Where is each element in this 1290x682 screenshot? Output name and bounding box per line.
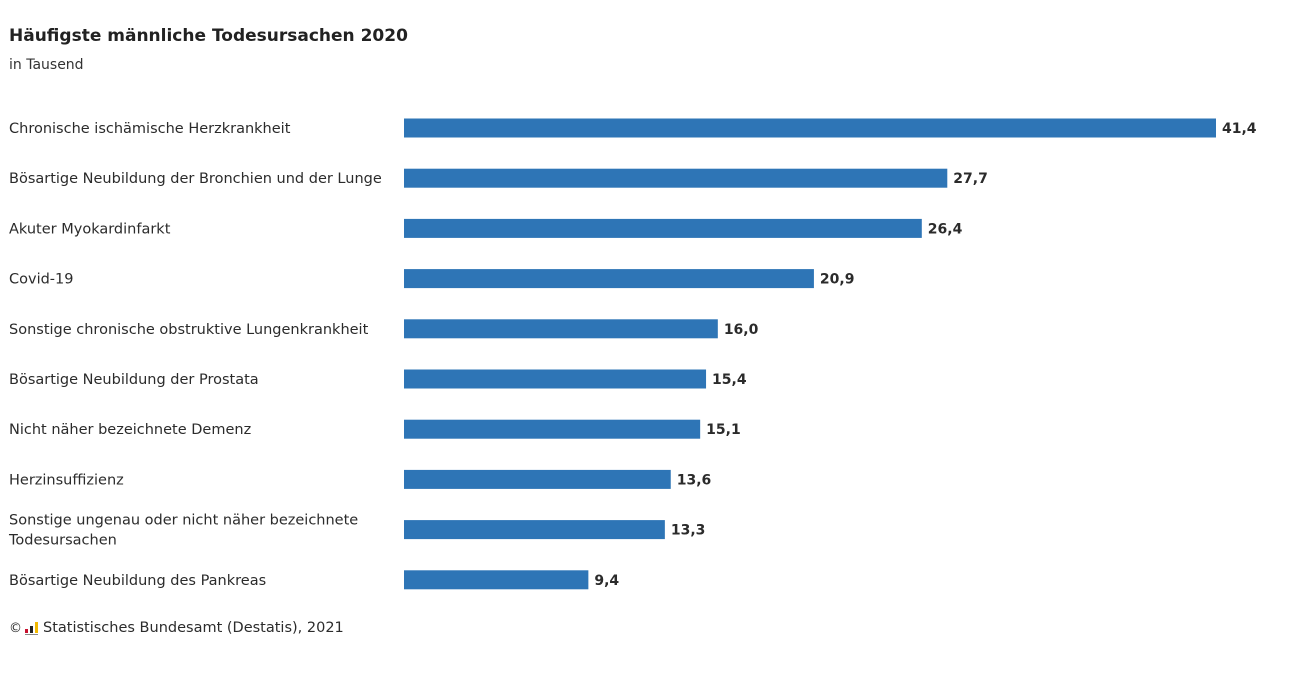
copyright-symbol: © — [9, 620, 22, 636]
value-label: 26,4 — [928, 221, 963, 237]
category-label: Akuter Myokardinfarkt — [9, 221, 171, 237]
destatis-logo-icon — [25, 621, 39, 635]
source-text: Statistisches Bundesamt (Destatis), 2021 — [43, 620, 344, 636]
bar — [404, 469, 671, 489]
value-label: 27,7 — [953, 171, 988, 187]
bar — [404, 218, 922, 238]
category-label: Herzinsuffizienz — [9, 472, 124, 488]
value-label: 13,6 — [677, 472, 712, 488]
category-label: Nicht näher bezeichnete Demenz — [9, 422, 251, 438]
bar — [404, 520, 665, 540]
bar — [404, 168, 948, 188]
category-label: Sonstige chronische obstruktive Lungenkr… — [9, 322, 369, 338]
chart-title: Häufigste männliche Todesursachen 2020 — [9, 26, 408, 46]
value-label: 16,0 — [724, 322, 759, 338]
value-label: 13,3 — [671, 523, 706, 539]
bar — [404, 570, 589, 590]
value-label: 15,4 — [712, 372, 747, 388]
value-label: 15,1 — [706, 422, 741, 438]
chart-subtitle: in Tausend — [9, 57, 84, 73]
category-label: Bösartige Neubildung der Prostata — [9, 372, 259, 388]
category-label: Chronische ischämische Herzkrankheit — [9, 121, 291, 137]
category-label: Bösartige Neubildung der Bronchien und d… — [9, 171, 382, 187]
bar — [404, 419, 701, 439]
value-label: 9,4 — [594, 573, 619, 589]
bar — [404, 319, 718, 339]
bar — [404, 269, 814, 289]
value-label: 41,4 — [1222, 121, 1257, 137]
value-label: 20,9 — [820, 272, 855, 288]
category-label: Bösartige Neubildung des Pankreas — [9, 573, 266, 589]
category-label: Covid-19 — [9, 272, 74, 288]
bar — [404, 369, 707, 389]
source-line: © Statistisches Bundesamt (Destatis), 20… — [9, 620, 344, 636]
category-label: Sonstige ungenau oder nicht näher bezeic… — [8, 513, 358, 549]
bar — [404, 118, 1216, 138]
